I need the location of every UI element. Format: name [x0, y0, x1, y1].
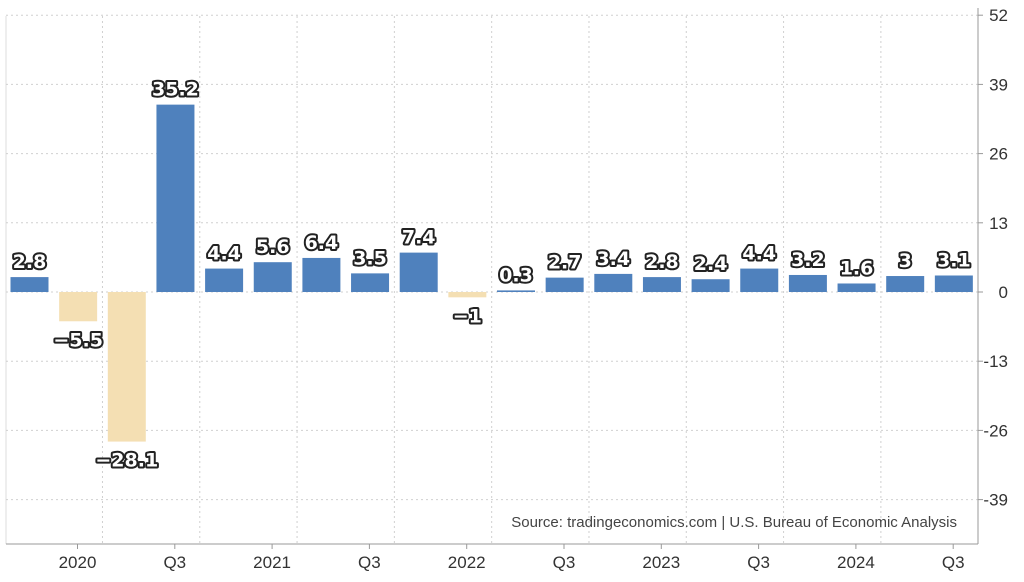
x-tick-label: Q3 [358, 553, 381, 572]
x-tick-label: Q3 [553, 553, 576, 572]
bar-20 [934, 275, 973, 292]
bar-6 [253, 262, 292, 292]
y-tick-label: 13 [989, 214, 1008, 233]
x-tick-label: Q3 [163, 553, 186, 572]
data-label: 0.3 [499, 264, 533, 286]
x-tick-label: 2020 [59, 553, 97, 572]
axis-layer: 52 39 26 13 0 -13 -26 -39 2020 Q3 2021 Q3 2022 Q3 2023… [6, 6, 1008, 572]
data-label: 2.8 [13, 251, 47, 273]
bar-1 [10, 277, 49, 292]
bar-16 [740, 268, 779, 292]
data-label: 3 [899, 250, 912, 272]
y-tick-label: 0 [999, 283, 1008, 302]
data-label: 3.5 [353, 247, 387, 269]
data-label: 35.2 [152, 79, 199, 101]
bar-2 [59, 292, 98, 322]
x-tick-label: 2021 [253, 553, 291, 572]
data-label: 7.4 [402, 227, 436, 249]
bar-13 [594, 273, 633, 292]
x-tick-label: Q3 [747, 553, 770, 572]
data-label: 6.4 [305, 232, 339, 254]
data-label: 4.4 [742, 243, 776, 265]
y-tick-label: -13 [983, 352, 1008, 371]
bar-10 [448, 292, 487, 298]
bar-5 [205, 268, 244, 292]
data-label: 2.4 [694, 253, 728, 275]
data-labels-layer: 2.8 −5.5 −28.1 35.2 4.4 5.6 6.4 3.5 7.4 −1 0.3 2.7 3… [11, 77, 973, 474]
bar-8 [351, 273, 390, 292]
data-label: −1 [453, 305, 482, 327]
x-tick-label: 2023 [642, 553, 680, 572]
bar-14 [642, 277, 681, 292]
bar-7 [302, 257, 341, 292]
bar-4 [156, 104, 195, 293]
data-label: −28.1 [95, 450, 158, 472]
bar-18 [837, 283, 876, 292]
bars-layer [10, 104, 973, 442]
y-tick-label: 52 [989, 6, 1008, 25]
data-label: 2.7 [548, 252, 582, 274]
x-tick-label: 2022 [448, 553, 486, 572]
bar-11 [497, 290, 535, 292]
y-tick-label: 39 [989, 75, 1008, 94]
data-label: 1.6 [840, 257, 874, 279]
data-label: 3.1 [937, 249, 971, 271]
bar-3 [107, 292, 146, 442]
data-label: 3.2 [791, 249, 825, 271]
data-label: 2.8 [645, 251, 679, 273]
y-tick-label: 26 [989, 145, 1008, 164]
data-label: −5.5 [53, 329, 103, 351]
source-note: Source: tradingeconomics.com | U.S. Bure… [511, 514, 957, 531]
bar-9 [399, 252, 438, 292]
bar-19 [886, 276, 925, 292]
bar-12 [545, 277, 584, 292]
data-label: 3.4 [596, 248, 630, 270]
y-tick-label: -39 [983, 491, 1008, 510]
data-label: 4.4 [207, 243, 241, 265]
x-tick-label: Q3 [942, 553, 965, 572]
data-label: 5.6 [256, 236, 290, 258]
y-tick-label: -26 [983, 421, 1008, 440]
bar-15 [691, 279, 730, 292]
grid-layer [5, 14, 978, 544]
x-tick-label: 2024 [837, 553, 875, 572]
bar-17 [788, 274, 827, 292]
